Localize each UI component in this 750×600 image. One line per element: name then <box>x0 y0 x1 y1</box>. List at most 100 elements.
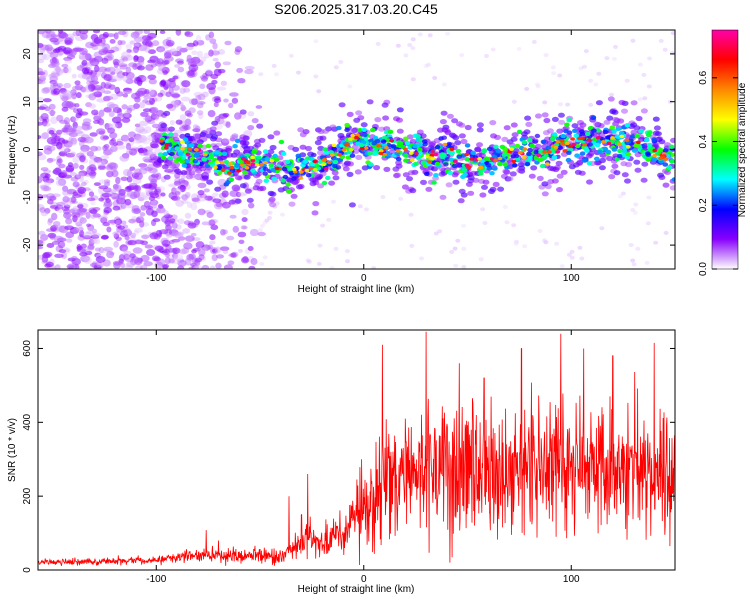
spectrogram-cell <box>138 163 148 168</box>
spectrogram-cell <box>92 119 101 124</box>
spectrogram-cell <box>46 157 54 164</box>
spectrogram-cell <box>250 162 256 167</box>
spectrogram-cell <box>395 157 402 162</box>
spectrogram-cell <box>558 119 566 125</box>
spectrogram-cell <box>547 150 552 154</box>
spectrogram-cell <box>177 259 187 267</box>
spectrogram-cell <box>102 221 110 227</box>
spectrogram-cell <box>80 243 87 249</box>
spectrogram-cell <box>610 136 615 140</box>
spectrogram-cell <box>229 214 237 219</box>
spectrogram-cell <box>462 172 468 177</box>
spectrogram-cell <box>184 133 191 138</box>
spectrogram-cell <box>235 175 242 181</box>
spectrogram-cell <box>121 246 129 253</box>
spectrogram-cell <box>251 150 257 155</box>
spectrogram-cell <box>196 50 203 59</box>
spectrogram-cell <box>267 215 272 220</box>
spectrogram-cell <box>50 72 60 78</box>
spectrogram-y-tick-label: -20 <box>22 237 33 252</box>
spectrogram-cell <box>612 116 620 123</box>
spectrogram-cell <box>454 140 462 146</box>
spectrogram-cell <box>630 134 636 139</box>
spectrogram-cell <box>476 122 484 128</box>
spectrogram-cell <box>346 111 354 117</box>
spectrogram-cell <box>269 158 275 163</box>
spectrogram-cell <box>321 162 326 167</box>
spectrogram-cell <box>197 196 207 202</box>
spectrogram-cell <box>547 165 555 171</box>
spectrogram-cell <box>55 204 64 210</box>
spectrogram-cell <box>39 46 46 54</box>
spectrogram-cell <box>78 56 87 60</box>
spectrogram-cell <box>195 241 205 249</box>
spectrogram-cell <box>452 179 460 185</box>
spectrogram-cell <box>378 151 384 156</box>
spectrogram-cell <box>228 161 233 166</box>
spectrogram-cell <box>347 161 354 167</box>
spectrogram-cell <box>166 103 174 109</box>
spectrogram-cell <box>116 197 127 205</box>
spectrogram-cell <box>598 165 606 171</box>
figure-title: S206.2025.317.03.20.C45 <box>274 1 438 17</box>
spectrogram-cell <box>618 99 626 106</box>
spectrogram-cell <box>42 98 52 103</box>
spectrogram-cell <box>524 115 532 121</box>
snr-x-tick-label: 0 <box>361 574 367 585</box>
spectrogram-cell <box>312 159 318 164</box>
spectrogram-cell <box>461 168 468 173</box>
spectrogram-cell <box>596 71 602 76</box>
spectrogram-cell <box>212 42 218 50</box>
spectrogram-cell <box>151 123 160 129</box>
spectrogram-cell <box>151 255 160 262</box>
spectrogram-cell <box>98 109 105 117</box>
spectrogram-cell <box>526 138 533 143</box>
spectrogram-cell <box>459 53 465 58</box>
spectrogram-cell <box>511 159 517 164</box>
spectrogram-cell <box>84 256 92 265</box>
spectrogram-cell <box>72 31 78 36</box>
spectrogram-cell <box>83 136 94 144</box>
spectrogram-cell <box>83 179 89 185</box>
spectrogram-cell <box>663 230 669 235</box>
spectrogram-cell <box>577 245 583 250</box>
spectrogram-cell <box>511 99 517 104</box>
spectrogram-cell <box>403 53 409 58</box>
spectrogram-cell <box>128 218 137 224</box>
spectrogram-cell <box>172 103 179 108</box>
spectrogram-cell <box>385 138 391 143</box>
spectrogram-cell <box>221 151 228 156</box>
spectrogram-cell <box>409 158 415 162</box>
spectrogram-cell <box>61 139 69 144</box>
spectrogram-cell <box>230 252 237 258</box>
spectrogram-cell <box>445 182 453 188</box>
spectrogram-cell <box>122 93 129 98</box>
spectrogram-cell <box>80 255 90 261</box>
spectrogram-cell <box>93 182 101 186</box>
spectrogram-cell <box>620 161 628 167</box>
spectrogram-cell <box>201 221 210 226</box>
spectrogram-cell <box>182 137 189 142</box>
spectrogram-cell <box>206 127 214 133</box>
spectrogram-cell <box>205 69 213 75</box>
spectrogram-cell <box>119 244 129 252</box>
spectrogram-cell <box>161 60 169 65</box>
spectrogram-cell <box>65 152 75 158</box>
spectrogram-cell <box>74 84 84 91</box>
spectrogram-cell <box>77 204 84 209</box>
spectrogram-cell <box>85 94 94 99</box>
spectrogram-cell <box>187 222 197 229</box>
spectrogram-cell <box>148 191 159 196</box>
spectrogram-cell <box>130 232 137 239</box>
spectrogram-cell <box>254 162 260 167</box>
spectrogram-cell <box>220 229 226 236</box>
spectrogram-cell <box>220 155 228 161</box>
spectrogram-cell <box>222 61 231 66</box>
spectrogram-cell <box>464 152 470 157</box>
spectrogram-cell <box>50 212 58 221</box>
spectrogram-cell <box>542 238 547 243</box>
spectrogram-cell <box>413 161 419 167</box>
spectrogram-cell <box>352 148 360 154</box>
spectrogram-cell <box>98 179 108 184</box>
spectrogram-cell <box>239 109 247 115</box>
